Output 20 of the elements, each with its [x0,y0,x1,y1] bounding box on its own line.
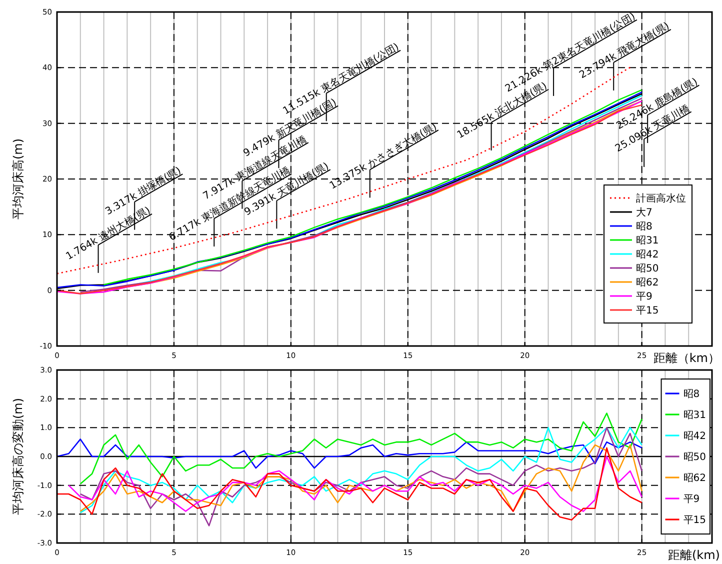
legend-label: 平15 [636,306,659,316]
legend-label: 昭31 [683,410,706,421]
legend-label: 昭31 [636,236,659,246]
legend-label: 平9 [683,494,700,505]
legend-label: 昭42 [636,250,659,260]
legend-label: 昭50 [683,452,706,463]
y-axis-title: 平均河床高(m) [11,138,25,220]
y-axis-title: 平均河床高の変動(m) [11,398,25,516]
legend-label: 昭42 [683,431,706,442]
legend-label: 昭50 [636,264,659,274]
legend-label: 昭8 [636,222,652,232]
x-axis-title: 距離(km) [668,548,720,562]
legend-label: 昭62 [683,473,706,484]
legend-label: 計画高水位 [636,192,686,204]
legend-label: 平9 [636,292,652,302]
legend-label: 平15 [683,515,706,526]
legend-label: 昭8 [683,389,700,400]
x-axis-title: 距離（km） [653,351,720,365]
legend-label: 大7 [636,206,652,218]
legend-label: 昭62 [636,278,659,288]
